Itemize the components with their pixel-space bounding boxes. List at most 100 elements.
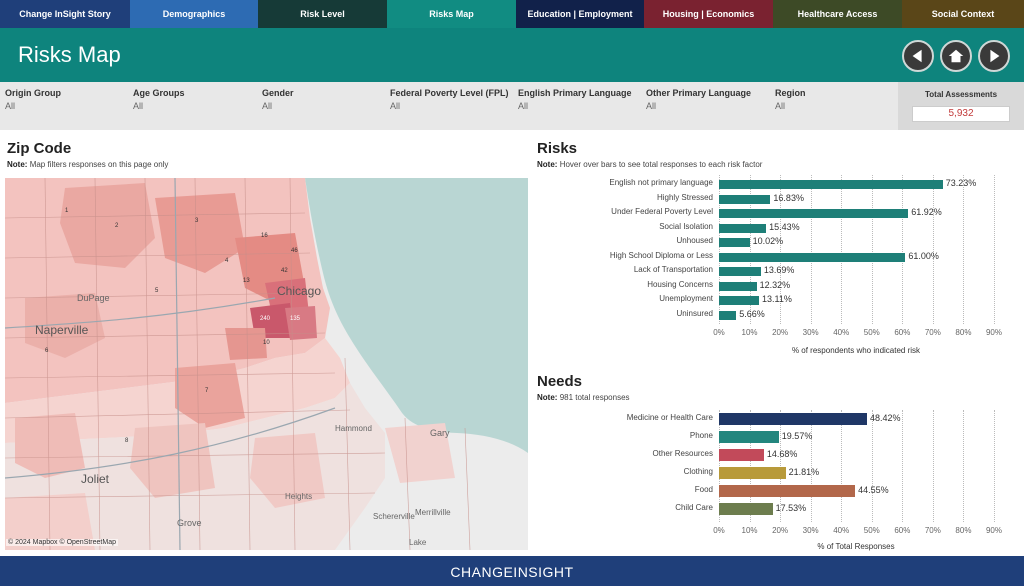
tick-label: 50% [863, 526, 880, 535]
total-assessments-label: Total Assessments [924, 90, 998, 99]
arrow-right-icon [990, 49, 1000, 63]
bar-category-label: Unhoused [676, 236, 713, 245]
place-label-heights: Heights [285, 492, 313, 501]
tick-label: 0% [713, 526, 725, 535]
gridline [841, 410, 843, 522]
filter-other-primary-language[interactable]: Other Primary Language All [646, 88, 752, 111]
gridline [994, 410, 995, 522]
filter-gender[interactable]: Gender All [262, 88, 294, 111]
tick-label: 20% [772, 328, 789, 337]
next-button[interactable] [978, 40, 1010, 72]
header-bar: Risks Map [0, 28, 1024, 82]
tick-label: 40% [833, 328, 850, 337]
filter-age-groups[interactable]: Age Groups All [133, 88, 185, 111]
place-label-joliet: Joliet [81, 472, 110, 486]
tick-label: 90% [985, 328, 1002, 337]
zip-code-title: Zip Code [7, 140, 72, 157]
bar[interactable] [719, 431, 779, 443]
back-button[interactable] [902, 40, 934, 72]
place-label-schererville: Schererville [373, 512, 415, 521]
bar[interactable] [719, 485, 856, 497]
bar-value-label: 12.32% [759, 279, 791, 290]
bar[interactable] [719, 296, 760, 305]
risks-axis-title: % of respondents who indicated risk [791, 346, 921, 355]
tab-education-employment[interactable]: Education | Employment [516, 0, 644, 28]
map-canvas [5, 178, 528, 550]
tab-housing-economics[interactable]: Housing | Economics [644, 0, 773, 28]
place-label-gary: Gary [430, 428, 450, 438]
bar[interactable] [719, 449, 764, 461]
region-count: 42 [281, 268, 288, 274]
place-label-hammond: Hammond [335, 424, 372, 433]
bar-category-label: Medicine or Health Care [626, 413, 713, 422]
bar[interactable] [719, 252, 906, 262]
gridline [810, 175, 812, 324]
tick-label: 60% [894, 526, 911, 535]
bar-category-label: Social Isolation [659, 221, 713, 231]
bar[interactable] [719, 467, 786, 479]
filter-fpl[interactable]: Federal Poverty Level (FPL) All [390, 88, 509, 111]
gridline [749, 175, 751, 324]
needs-axis-title: % of Total Responses [817, 542, 895, 551]
region-count: 46 [291, 248, 298, 254]
bar-value-label: 48.42% [869, 413, 901, 423]
bar-category-label: Child Care [675, 503, 713, 512]
bar[interactable] [719, 503, 773, 515]
needs-title: Needs [537, 373, 583, 390]
bar[interactable] [719, 267, 761, 276]
tick-label: 80% [955, 526, 972, 535]
region-count: 7 [205, 388, 209, 394]
bar-value-label: 61.92% [911, 207, 942, 217]
tick-label: 70% [924, 526, 941, 535]
tick-label: 30% [802, 328, 819, 337]
bar-category-label: High School Diploma or Less [609, 250, 713, 260]
bar-value-label: 19.57% [781, 431, 813, 441]
bar-value-label: 16.83% [773, 192, 804, 203]
risks-note: Note: Hover over bars to see total respo… [537, 160, 763, 169]
bar-category-label: Unemployment [659, 294, 713, 303]
bar[interactable] [719, 310, 737, 320]
gridline [932, 175, 934, 324]
bar-value-label: 10.02% [752, 236, 784, 246]
bar-category-label: Uninsured [676, 308, 713, 318]
bar-category-label: Housing Concerns [647, 279, 713, 289]
tab-demographics[interactable]: Demographics [130, 0, 258, 28]
tick-label: 80% [955, 328, 972, 337]
region-count: 240 [260, 316, 271, 322]
home-button[interactable] [940, 40, 972, 72]
zip-code-map[interactable]: DuPage Naperville Chicago Joliet Gary Ha… [5, 178, 528, 550]
page-title: Risks Map [18, 42, 121, 67]
bar[interactable] [719, 238, 750, 247]
tick-label: 10% [741, 328, 758, 337]
tab-healthcare-access[interactable]: Healthcare Access [773, 0, 902, 28]
bar[interactable] [719, 281, 757, 291]
region-count: 13 [243, 278, 250, 284]
tab-risks-map[interactable]: Risks Map [387, 0, 516, 28]
bar[interactable] [719, 180, 943, 189]
bar-category-label: Clothing [683, 467, 713, 476]
tick-label: 90% [985, 526, 1002, 535]
filter-origin-group[interactable]: Origin Group All [5, 88, 61, 111]
bar[interactable] [719, 209, 909, 218]
region-count: 135 [290, 316, 301, 322]
tab-change-insight-story[interactable]: Change InSight Story [0, 0, 130, 28]
bar[interactable] [719, 194, 771, 204]
arrow-left-icon [912, 49, 922, 63]
gridline [780, 175, 782, 324]
gridline [902, 175, 904, 324]
tab-risk-level[interactable]: Risk Level [258, 0, 387, 28]
tab-social-context[interactable]: Social Context [902, 0, 1024, 28]
bar-category-label: Other Resources [652, 449, 713, 458]
home-icon [948, 49, 964, 63]
region-count: 10 [263, 340, 270, 346]
bar[interactable] [719, 413, 867, 425]
gridline [963, 410, 965, 522]
tick-label: 20% [772, 526, 789, 535]
bar[interactable] [719, 223, 767, 233]
gridline [719, 410, 720, 522]
region-count: 5 [155, 288, 159, 294]
filter-english-primary-language[interactable]: English Primary Language All [518, 88, 632, 111]
filter-region[interactable]: Region All [775, 88, 806, 111]
gridline [810, 410, 812, 522]
